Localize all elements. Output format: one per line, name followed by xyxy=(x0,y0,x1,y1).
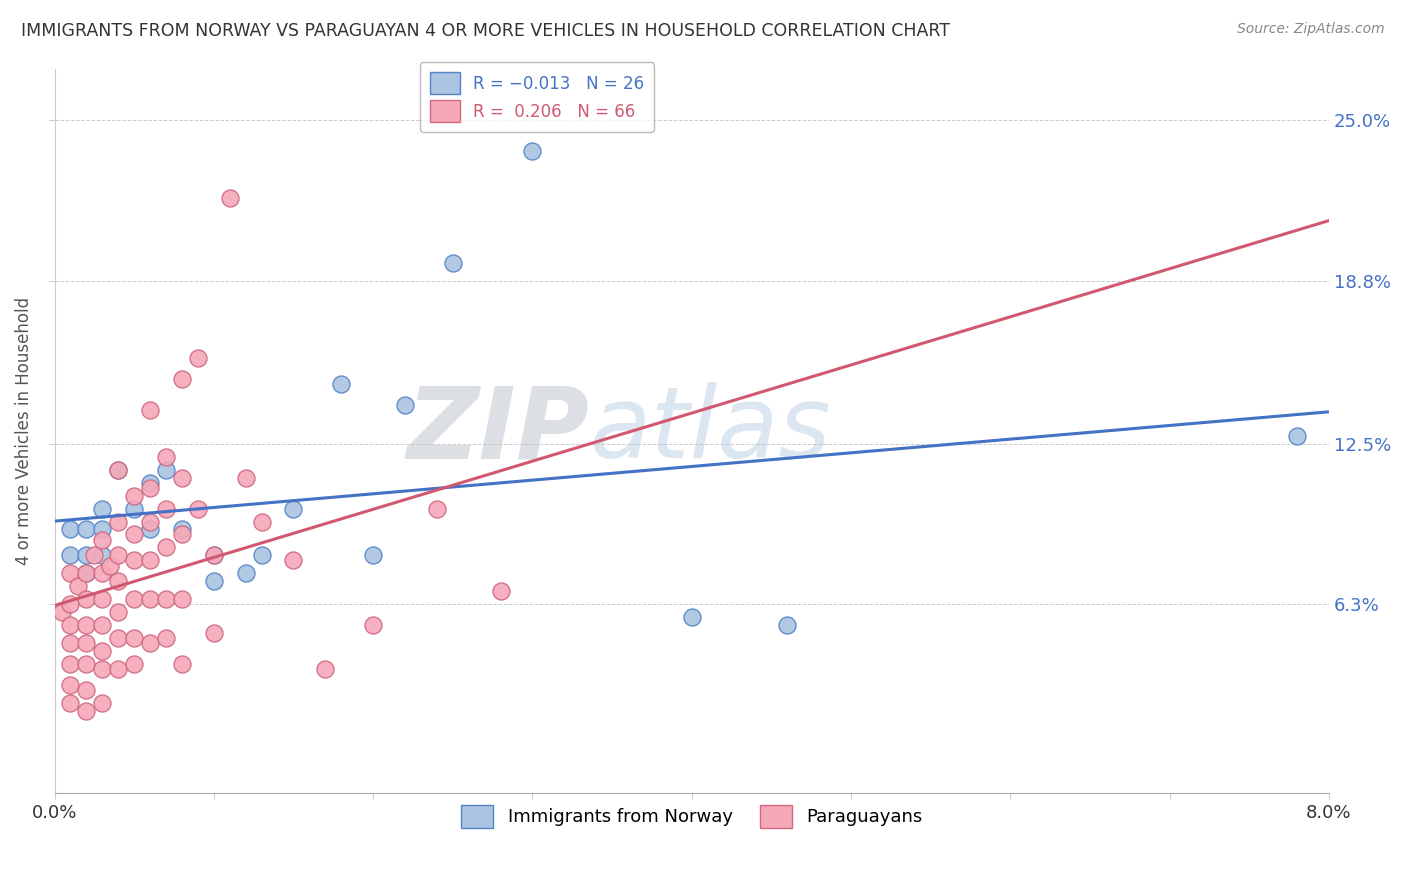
Point xyxy=(283,501,305,516)
Point xyxy=(91,501,114,516)
Point xyxy=(75,682,97,697)
Point xyxy=(75,592,97,607)
Point xyxy=(218,191,240,205)
Point xyxy=(107,631,129,645)
Point xyxy=(91,566,114,581)
Point xyxy=(139,403,162,417)
Point xyxy=(91,618,114,632)
Point xyxy=(139,515,162,529)
Point xyxy=(122,489,145,503)
Point xyxy=(170,592,193,607)
Point xyxy=(75,522,97,536)
Point xyxy=(361,618,384,632)
Point xyxy=(155,463,177,477)
Point xyxy=(155,541,177,555)
Y-axis label: 4 or more Vehicles in Household: 4 or more Vehicles in Household xyxy=(15,297,32,565)
Point xyxy=(314,662,336,676)
Point xyxy=(91,644,114,658)
Point xyxy=(170,522,193,536)
Point xyxy=(170,470,193,484)
Point xyxy=(394,398,416,412)
Point xyxy=(107,574,129,588)
Point xyxy=(75,566,97,581)
Point xyxy=(59,598,82,612)
Text: IMMIGRANTS FROM NORWAY VS PARAGUAYAN 4 OR MORE VEHICLES IN HOUSEHOLD CORRELATION: IMMIGRANTS FROM NORWAY VS PARAGUAYAN 4 O… xyxy=(21,22,950,40)
Point xyxy=(67,579,90,593)
Point xyxy=(75,566,97,581)
Point xyxy=(59,636,82,650)
Point xyxy=(91,696,114,710)
Point xyxy=(139,636,162,650)
Point xyxy=(522,145,544,159)
Text: ZIP: ZIP xyxy=(406,383,589,479)
Point xyxy=(91,592,114,607)
Point xyxy=(59,657,82,671)
Point xyxy=(441,255,464,269)
Point xyxy=(250,548,273,562)
Point xyxy=(187,351,209,366)
Point xyxy=(1285,429,1308,443)
Point xyxy=(59,522,82,536)
Point xyxy=(155,592,177,607)
Point xyxy=(91,522,114,536)
Point xyxy=(91,548,114,562)
Point xyxy=(283,553,305,567)
Point xyxy=(75,548,97,562)
Point xyxy=(91,533,114,547)
Point xyxy=(202,574,225,588)
Point xyxy=(59,566,82,581)
Point xyxy=(139,481,162,495)
Point xyxy=(83,548,105,562)
Point xyxy=(139,553,162,567)
Point xyxy=(235,470,257,484)
Point xyxy=(59,618,82,632)
Point xyxy=(187,501,209,516)
Point xyxy=(107,662,129,676)
Point xyxy=(107,548,129,562)
Point xyxy=(170,372,193,386)
Point xyxy=(202,625,225,640)
Point xyxy=(75,704,97,718)
Point xyxy=(107,605,129,619)
Point xyxy=(235,566,257,581)
Legend: Immigrants from Norway, Paraguayans: Immigrants from Norway, Paraguayans xyxy=(453,797,929,835)
Point xyxy=(75,636,97,650)
Point xyxy=(122,631,145,645)
Point xyxy=(59,548,82,562)
Point xyxy=(155,631,177,645)
Point xyxy=(59,696,82,710)
Point xyxy=(122,592,145,607)
Point xyxy=(51,605,73,619)
Point xyxy=(139,592,162,607)
Point xyxy=(139,475,162,490)
Point xyxy=(75,618,97,632)
Point xyxy=(681,610,703,624)
Point xyxy=(155,501,177,516)
Point xyxy=(107,515,129,529)
Point xyxy=(75,657,97,671)
Point xyxy=(155,450,177,464)
Point xyxy=(361,548,384,562)
Point xyxy=(122,501,145,516)
Text: Source: ZipAtlas.com: Source: ZipAtlas.com xyxy=(1237,22,1385,37)
Point xyxy=(776,618,799,632)
Point xyxy=(122,657,145,671)
Point xyxy=(170,527,193,541)
Point xyxy=(426,501,449,516)
Point xyxy=(202,548,225,562)
Point xyxy=(330,377,353,392)
Point xyxy=(98,558,121,573)
Point xyxy=(170,657,193,671)
Point xyxy=(107,463,129,477)
Point xyxy=(250,515,273,529)
Point xyxy=(91,662,114,676)
Point xyxy=(202,548,225,562)
Point xyxy=(107,463,129,477)
Point xyxy=(122,553,145,567)
Point xyxy=(122,527,145,541)
Text: atlas: atlas xyxy=(589,383,831,479)
Point xyxy=(489,584,512,599)
Point xyxy=(59,678,82,692)
Point xyxy=(139,522,162,536)
